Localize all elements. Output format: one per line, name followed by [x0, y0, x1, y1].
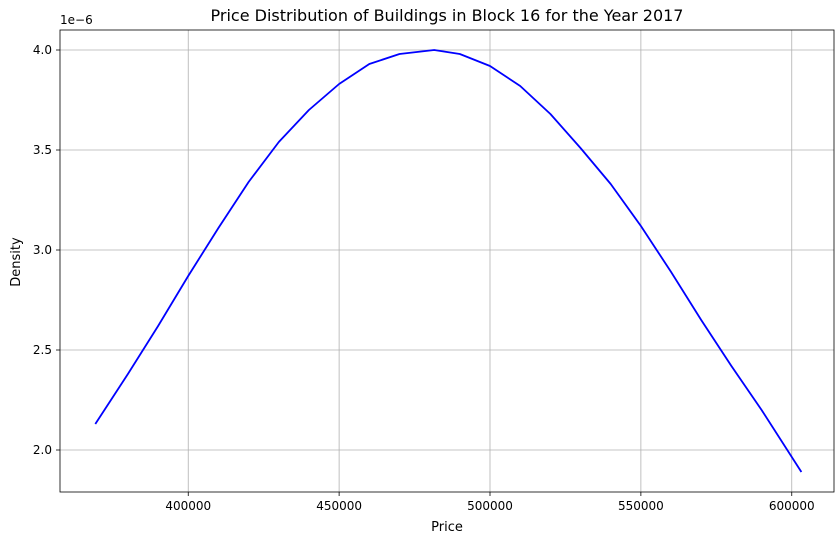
y-tick-label: 3.5	[33, 143, 52, 157]
y-tick-label: 2.0	[33, 443, 52, 457]
y-tick-label: 4.0	[33, 43, 52, 57]
y-tick-label: 2.5	[33, 343, 52, 357]
x-tick-label: 400000	[165, 499, 211, 513]
y-axis-offset-label: 1e−6	[60, 13, 93, 27]
grid	[60, 30, 834, 492]
x-tick-label: 500000	[467, 499, 513, 513]
y-tick-label: 3.0	[33, 243, 52, 257]
x-tick-label: 450000	[316, 499, 362, 513]
chart-title: Price Distribution of Buildings in Block…	[211, 6, 684, 25]
x-tick-label: 600000	[769, 499, 815, 513]
y-axis-label: Density	[9, 237, 24, 287]
plot-frame	[59, 29, 835, 493]
series-layer	[94, 49, 803, 473]
x-axis-label: Price	[431, 520, 463, 535]
x-axis-ticks: 400000 450000 500000 550000 600000	[165, 492, 815, 513]
density-line	[94, 49, 803, 473]
x-tick-label: 550000	[618, 499, 664, 513]
y-axis-ticks: 2.0 2.5 3.0 3.5 4.0	[33, 43, 60, 457]
